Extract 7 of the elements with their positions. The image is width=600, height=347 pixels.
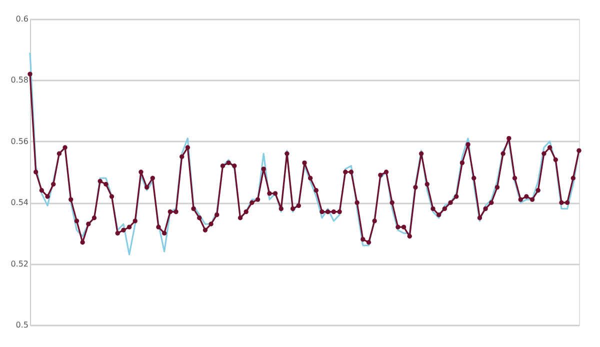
y-tick-label: 0.5 xyxy=(16,320,28,330)
y-tick-label: 0.56 xyxy=(10,136,28,146)
y-tick-label: 0.52 xyxy=(10,259,28,268)
y-tick-label: 0.54 xyxy=(10,198,28,208)
line-series xyxy=(29,52,580,256)
y-tick-label: 0.58 xyxy=(10,76,28,85)
y-tick-label: 0.6 xyxy=(16,14,28,24)
